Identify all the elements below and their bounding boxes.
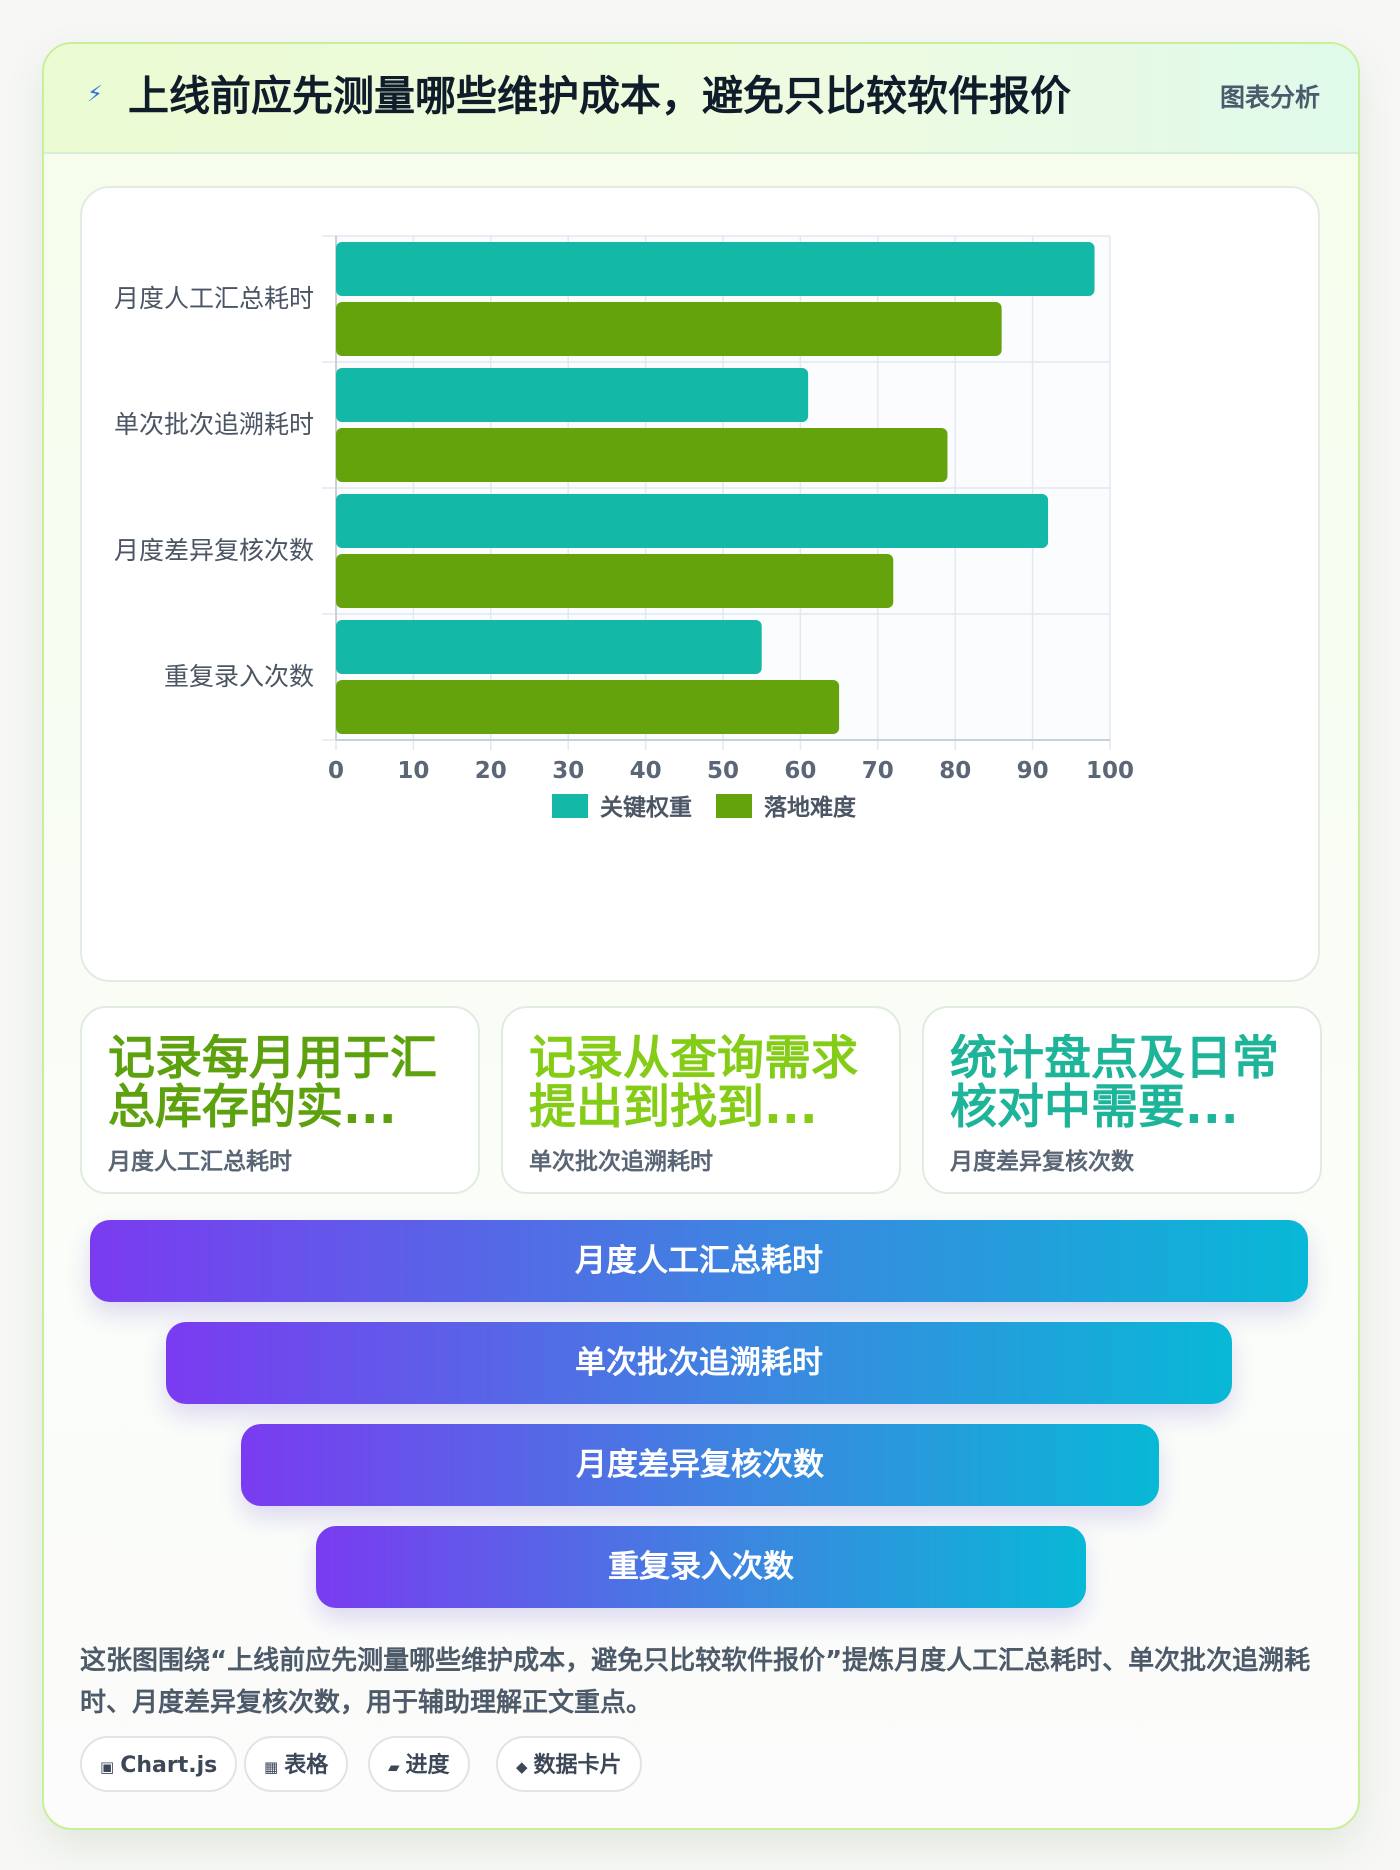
chip-data-card[interactable]: ◆ 数据卡片 <box>496 1736 642 1792</box>
x-tick-label: 50 <box>707 758 739 784</box>
legend-swatch <box>552 794 588 818</box>
bar-key-weight <box>336 494 1049 548</box>
chart-description: 这张图围绕“上线前应先测量哪些维护成本，避免只比较软件报价”提炼月度人工汇总耗时… <box>80 1646 1311 1718</box>
chip-progress[interactable]: ▰ 进度 <box>368 1736 470 1792</box>
bar-difficulty <box>336 428 948 482</box>
table-icon: ▦ <box>264 1758 279 1776</box>
header: ⚡ 上线前应先测量哪些维护成本，避免只比较软件报价 图表分析 <box>44 44 1358 154</box>
stat-card-1: 记录每月用于汇总库存的实... 月度人工汇总耗时 <box>80 1006 480 1194</box>
progress-icon: ▰ <box>388 1758 400 1776</box>
y-tick-label: 单次批次追溯耗时 <box>114 410 314 439</box>
y-tick-label: 月度差异复核次数 <box>114 536 314 565</box>
x-tick-label: 30 <box>552 758 584 784</box>
y-tick-label: 重复录入次数 <box>164 662 314 691</box>
stat-card-value: 统计盘点及日常核对中需要... <box>950 1034 1279 1132</box>
chip-label: Chart.js <box>120 1753 218 1778</box>
bar-difficulty <box>336 680 840 734</box>
x-tick-label: 20 <box>475 758 507 784</box>
x-tick-label: 60 <box>784 758 816 784</box>
stat-card-value: 记录每月用于汇总库存的实... <box>108 1034 437 1132</box>
chip-label: 表格 <box>284 1753 329 1778</box>
x-tick-label: 40 <box>630 758 662 784</box>
x-tick-label: 100 <box>1086 758 1134 784</box>
bar-key-weight <box>336 242 1095 296</box>
stat-card-label: 单次批次追溯耗时 <box>529 1149 713 1175</box>
chart-panel: 0 10 20 30 40 50 60 70 80 90 100 月度人工汇总耗时 单次批次追溯耗时 月度… <box>80 186 1320 982</box>
page-title: 上线前应先测量哪些维护成本，避免只比较软件报价 <box>128 72 1071 120</box>
stat-card-2: 记录从查询需求提出到找到... 单次批次追溯耗时 <box>501 1006 901 1194</box>
bar-chart: 0 10 20 30 40 50 60 70 80 90 100 月度人工汇总耗时单次批次追溯耗时月度… <box>114 235 1134 821</box>
chart-icon: ▣ <box>100 1758 115 1776</box>
stat-card-3: 统计盘点及日常核对中需要... 月度差异复核次数 <box>922 1006 1322 1194</box>
infographic-card: ⚡ 上线前应先测量哪些维护成本，避免只比较软件报价 图表分析 0 10 20 30 40… <box>42 42 1360 1830</box>
x-tick-label: 90 <box>1017 758 1049 784</box>
funnel-step-3: 月度差异复核次数 <box>241 1424 1159 1506</box>
x-tick-label: 0 <box>328 758 344 784</box>
bar-difficulty <box>336 302 1002 356</box>
legend-label: 落地难度 <box>764 794 857 821</box>
chip-chartjs[interactable]: ▣ Chart.js <box>80 1736 238 1792</box>
stat-card-value: 记录从查询需求提出到找到... <box>529 1034 858 1132</box>
y-tick-label: 月度人工汇总耗时 <box>114 284 314 313</box>
chart-analysis-tag: 图表分析 <box>1219 83 1320 112</box>
funnel-step-4: 重复录入次数 <box>316 1526 1086 1608</box>
stat-card-label: 月度差异复核次数 <box>950 1149 1134 1175</box>
bar-key-weight <box>336 368 809 422</box>
bar-difficulty <box>336 554 894 608</box>
lightning-icon: ⚡ <box>87 82 103 107</box>
x-tick-label: 80 <box>939 758 971 784</box>
legend-label: 关键权重 <box>600 794 692 821</box>
x-tick-label: 70 <box>862 758 894 784</box>
diamond-icon: ◆ <box>516 1758 528 1776</box>
chip-label: 进度 <box>405 1753 450 1778</box>
chip-table[interactable]: ▦ 表格 <box>244 1736 349 1792</box>
stat-card-label: 月度人工汇总耗时 <box>108 1149 292 1175</box>
bar-key-weight <box>336 620 762 674</box>
funnel-step-1: 月度人工汇总耗时 <box>90 1220 1308 1302</box>
legend-swatch <box>716 794 752 818</box>
x-tick-label: 10 <box>397 758 429 784</box>
chip-label: 数据卡片 <box>533 1753 622 1778</box>
funnel-step-2: 单次批次追溯耗时 <box>166 1322 1232 1404</box>
